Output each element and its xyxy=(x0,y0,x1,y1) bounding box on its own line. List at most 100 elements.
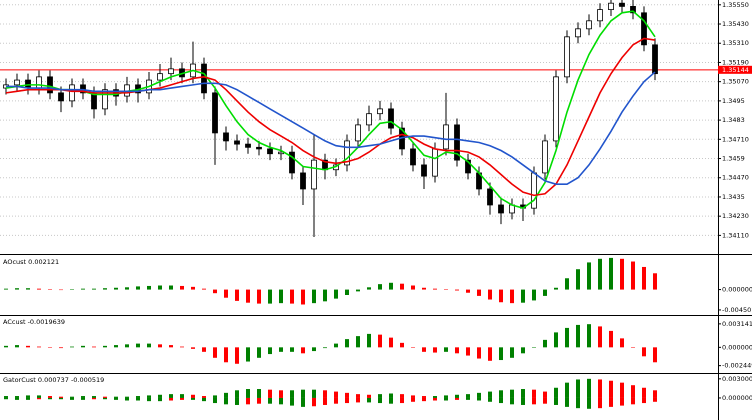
histogram-bar xyxy=(455,347,459,354)
histogram-bar xyxy=(642,347,646,357)
candle-body xyxy=(36,76,42,89)
gator-bar xyxy=(136,396,140,398)
gator-bar xyxy=(642,387,646,398)
y-tick-label: 1.34230 xyxy=(722,212,749,220)
gator-bar xyxy=(510,389,514,398)
candle-body xyxy=(366,113,372,126)
histogram-bar xyxy=(356,289,360,292)
candle-body xyxy=(245,143,251,148)
gator-bar xyxy=(565,382,569,398)
histogram-bar xyxy=(620,258,624,290)
gator-bar xyxy=(598,379,602,398)
y-tick-label: 1.3483 xyxy=(722,116,745,124)
histogram-bar xyxy=(48,347,52,348)
histogram-bar xyxy=(191,347,195,349)
histogram-bar xyxy=(59,289,63,291)
gator-bar xyxy=(92,396,96,398)
histogram-bar xyxy=(114,287,118,290)
candle-body xyxy=(14,79,20,86)
gator-bar xyxy=(301,389,305,398)
histogram-bar xyxy=(631,347,635,348)
gator-bar xyxy=(114,396,118,398)
histogram-bar xyxy=(312,289,316,304)
gator-bar xyxy=(378,394,382,398)
gator-bar xyxy=(268,389,272,398)
gator-bar xyxy=(488,391,492,398)
gator-bar xyxy=(400,397,404,404)
candle-body xyxy=(564,36,570,78)
candle-body xyxy=(377,108,383,115)
histogram-bar xyxy=(466,347,470,356)
gator-bar xyxy=(532,389,536,398)
histogram-bar xyxy=(103,288,107,290)
candle-body xyxy=(300,172,306,190)
histogram-bar xyxy=(477,347,481,359)
histogram-bar xyxy=(191,286,195,290)
gator-bar xyxy=(323,390,327,398)
gator-bar xyxy=(587,378,591,398)
histogram-bar xyxy=(543,339,547,348)
gator-bar xyxy=(158,394,162,398)
candle-body xyxy=(212,92,218,134)
candle-body xyxy=(421,164,427,177)
gator-bar xyxy=(411,395,415,398)
y-tick-label: 0.000000 xyxy=(722,286,752,294)
gator-bar xyxy=(631,397,635,405)
gator-bar xyxy=(444,397,448,401)
histogram-bar xyxy=(587,262,591,290)
candle-body xyxy=(168,68,174,75)
gator-bar xyxy=(499,390,503,398)
histogram-bar xyxy=(653,347,657,363)
histogram-bar xyxy=(455,289,459,291)
candle-body xyxy=(586,20,592,30)
histogram-bar xyxy=(213,347,217,358)
histogram-bar xyxy=(169,285,173,290)
indicator-title: ACcust -0.0019639 xyxy=(3,318,65,326)
gator-bar xyxy=(290,397,294,406)
gator-bar xyxy=(15,397,19,400)
gator-bar xyxy=(587,397,591,409)
candle-body xyxy=(531,172,537,209)
histogram-bar xyxy=(158,285,162,290)
histogram-bar xyxy=(312,347,316,352)
histogram-bar xyxy=(147,343,151,348)
histogram-bar xyxy=(290,347,294,352)
gator-bar xyxy=(180,394,184,398)
gator-bar xyxy=(4,397,8,400)
candle-body xyxy=(443,124,449,150)
candle-body xyxy=(608,2,614,11)
histogram-bar xyxy=(37,346,41,348)
gator-bar xyxy=(598,397,602,409)
gator-bar xyxy=(345,397,349,404)
histogram-bar xyxy=(477,289,481,296)
candle-body xyxy=(465,159,471,174)
histogram-bar xyxy=(59,347,63,349)
histogram-bar xyxy=(488,347,492,361)
histogram-bar xyxy=(246,289,250,303)
histogram-bar xyxy=(389,282,393,290)
gator-bar xyxy=(290,390,294,398)
histogram-bar xyxy=(422,347,426,352)
gator-bar xyxy=(389,397,393,404)
histogram-bar xyxy=(334,289,338,299)
histogram-bar xyxy=(4,345,8,348)
gator-bar xyxy=(103,396,107,398)
histogram-bar xyxy=(268,289,272,304)
histogram-bar xyxy=(411,285,415,290)
y-tick-label: 1.3435 xyxy=(722,193,745,201)
histogram-bar xyxy=(136,343,140,348)
histogram-bar xyxy=(213,289,217,294)
gator-bar xyxy=(312,389,316,398)
gator-bar xyxy=(356,394,360,398)
gator-bar xyxy=(202,396,206,398)
histogram-bar xyxy=(367,333,371,348)
y-tick-label: 1.35550 xyxy=(722,1,749,9)
gator-bar xyxy=(125,397,129,401)
gator-bar xyxy=(422,396,426,398)
y-tick-label: 1.3495 xyxy=(722,97,745,105)
gator-bar xyxy=(499,397,503,404)
candle-body xyxy=(278,151,284,155)
candle-body xyxy=(388,108,394,129)
